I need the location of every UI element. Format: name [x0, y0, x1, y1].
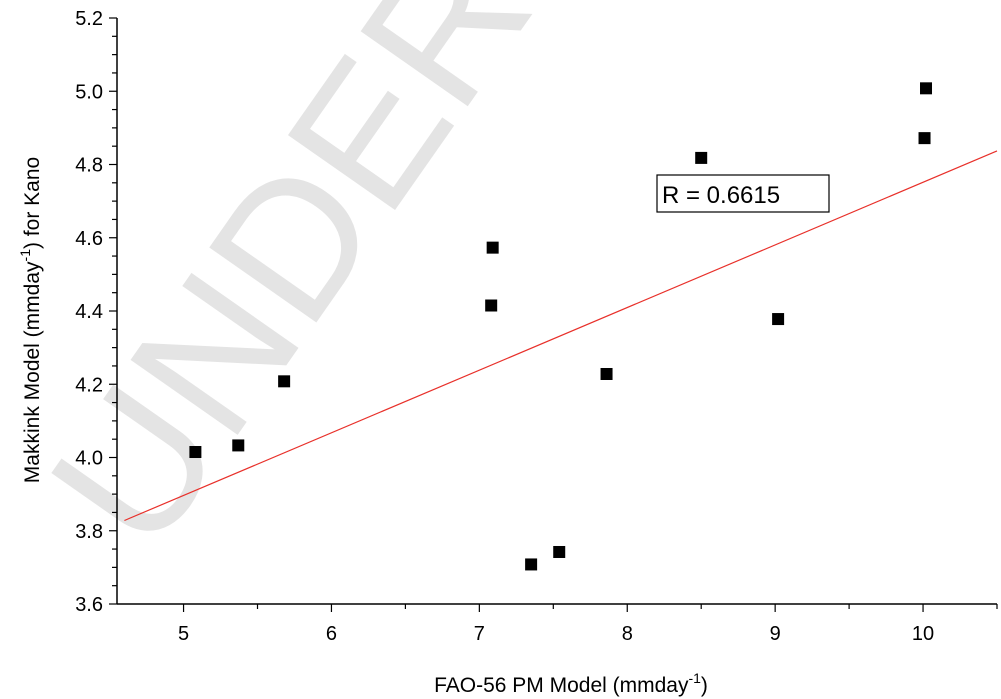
- y-tick-label: 4.0: [75, 448, 103, 470]
- y-tick-label: 3.8: [75, 521, 103, 543]
- data-point: [695, 151, 708, 164]
- data-point: [918, 132, 931, 145]
- y-tick-label: 4.6: [75, 228, 103, 250]
- data-point: [600, 367, 613, 380]
- data-point: [525, 558, 538, 571]
- data-point: [772, 313, 785, 326]
- annotation-label: R = 0.6615: [662, 182, 780, 209]
- fit-line: [124, 150, 998, 522]
- axes: [109, 17, 998, 612]
- y-tick-label: 4.4: [75, 301, 103, 323]
- y-tick-label: 5.0: [75, 81, 103, 103]
- data-point: [486, 241, 499, 254]
- x-tick-label: 8: [622, 623, 633, 645]
- data-point: [553, 545, 566, 558]
- y-tick-label: 3.6: [75, 594, 103, 616]
- data-point: [232, 439, 245, 452]
- x-tick-label: 7: [474, 623, 485, 645]
- annotation-frame: [656, 174, 830, 213]
- x-tick-label: 10: [912, 623, 934, 645]
- data-point: [189, 446, 202, 459]
- y-tick-label: 4.2: [75, 374, 103, 396]
- r-annotation-box: R = 0.6615: [656, 174, 830, 213]
- data-point: [920, 82, 933, 95]
- x-tick-label: 6: [326, 623, 337, 645]
- x-tick-label: 9: [770, 623, 781, 645]
- x-tick-label: 5: [178, 623, 189, 645]
- y-tick-label: 4.8: [75, 155, 103, 177]
- watermark-text: UNDER PEER: [10, 0, 898, 584]
- y-tick-label: 5.2: [75, 8, 103, 30]
- y-axis-title: Makkink Model (mmday-1) for Kano: [17, 157, 44, 483]
- x-tick-labels: 5 6 7 8 9 10: [178, 623, 934, 645]
- data-point: [485, 299, 498, 312]
- x-axis-title: FAO-56 PM Model (mmday-1): [434, 670, 708, 697]
- y-tick-labels: 3.6 3.8 4.0 4.2 4.4 4.6 4.8 5.0 5.2: [75, 8, 103, 616]
- data-point: [278, 375, 291, 388]
- data-points: [189, 82, 933, 571]
